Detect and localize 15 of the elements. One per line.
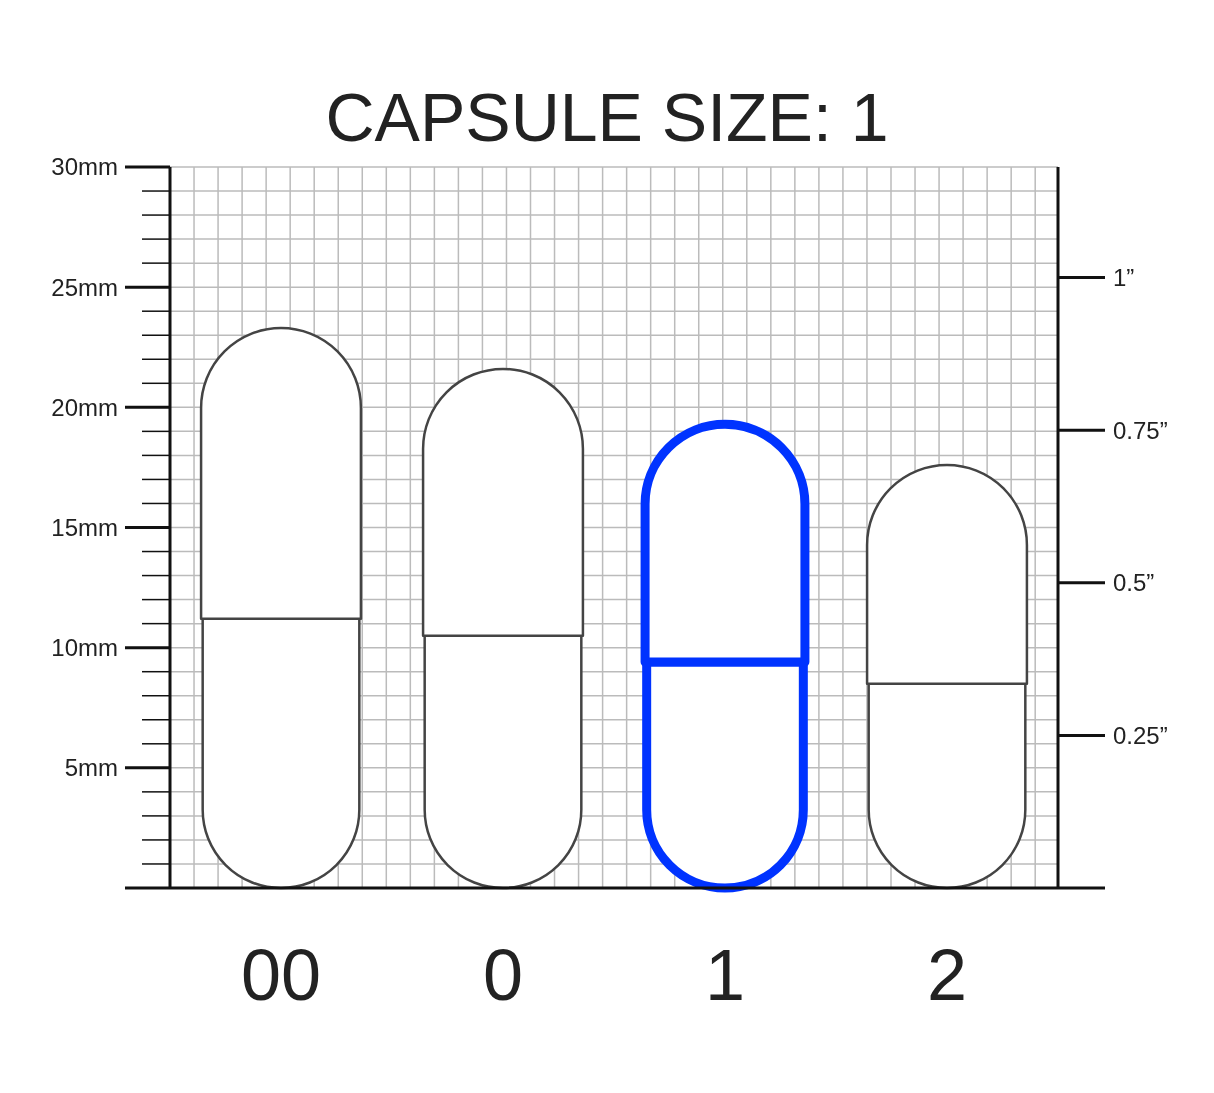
x-tick-label: 00: [240, 935, 322, 1015]
y-tick-label: 30mm: [51, 153, 118, 181]
y-tick-label: 10mm: [51, 634, 118, 662]
y-tick-label: 20mm: [51, 393, 118, 421]
y2-tick-label: 1”: [1113, 263, 1135, 291]
y2-tick-label: 0.5”: [1113, 569, 1155, 597]
y-tick-label: 25mm: [51, 273, 118, 301]
x-tick-label: 2: [926, 935, 968, 1015]
y2-tick-label: 0.25”: [1113, 721, 1168, 749]
chart-title: CAPSULE SIZE: 1: [325, 79, 889, 155]
x-tick-label: 1: [704, 935, 746, 1015]
y-tick-label: 15mm: [51, 513, 118, 541]
x-tick-label: 0: [482, 935, 524, 1015]
y2-tick-label: 0.75”: [1113, 416, 1168, 444]
y-tick-label: 5mm: [64, 754, 118, 782]
